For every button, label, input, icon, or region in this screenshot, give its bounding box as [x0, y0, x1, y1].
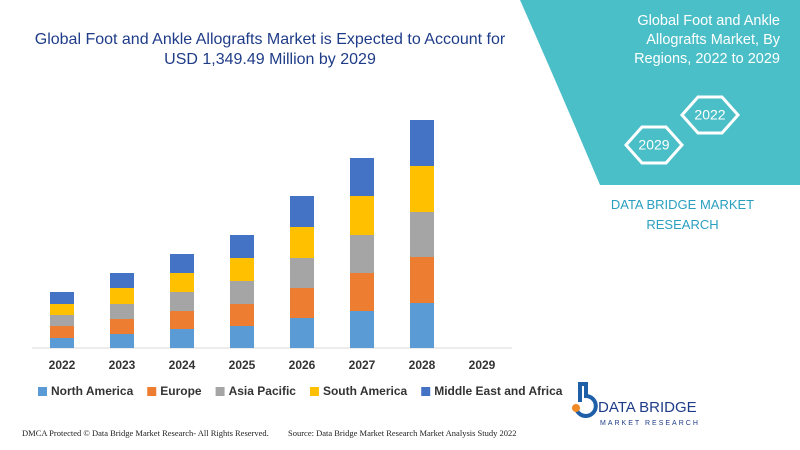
x-tick-label: 2025 — [229, 358, 256, 372]
x-tick-label: 2023 — [109, 358, 136, 372]
x-tick-label: 2026 — [289, 358, 316, 372]
footer-left: DMCA Protected © Data Bridge Market Rese… — [22, 428, 269, 438]
legend-label: North America — [51, 384, 134, 398]
bar-segment — [110, 304, 134, 319]
bar-segment — [50, 326, 74, 338]
logo-dot — [572, 404, 580, 412]
bar-segment — [170, 273, 194, 292]
legend-label: Middle East and Africa — [434, 384, 563, 398]
bar-segment — [350, 158, 374, 196]
panel-title: Global Foot and Ankle Allografts Market,… — [634, 13, 780, 67]
legend-swatch — [215, 387, 225, 396]
bar-segment — [290, 318, 314, 348]
legend-swatch — [147, 387, 157, 396]
bar-segment — [50, 338, 74, 348]
bar-segment — [350, 311, 374, 348]
bar-segment — [50, 315, 74, 326]
bar-segment — [410, 257, 434, 303]
bar-segment — [290, 227, 314, 258]
bar-segment — [110, 334, 134, 348]
bar-segment — [290, 196, 314, 227]
bar-segment — [230, 235, 254, 258]
bar-segment — [290, 258, 314, 288]
x-tick-label: 2027 — [349, 358, 376, 372]
bar-segment — [290, 288, 314, 318]
bar-segment — [50, 304, 74, 315]
logo-name: DATA BRIDGE — [598, 399, 697, 416]
bar-segment — [170, 292, 194, 311]
bar-segment — [230, 258, 254, 281]
legend-label: Asia Pacific — [229, 384, 297, 398]
bar-segment — [50, 292, 74, 304]
legend-swatch — [309, 387, 319, 396]
bar-segment — [350, 273, 374, 311]
hex-label: 2022 — [694, 107, 725, 123]
x-tick-label: 2024 — [169, 358, 196, 372]
bar-segment — [170, 329, 194, 348]
legend-swatch — [38, 387, 47, 396]
brand: DATA BRIDGE MARKET RESEARCH — [610, 197, 755, 232]
logo-tagline: MARKET RESEARCH — [600, 420, 700, 427]
legend-label: South America — [323, 384, 408, 398]
chart-title: Global Foot and Ankle Allografts Market … — [34, 31, 506, 68]
legend-swatch — [421, 387, 431, 396]
x-tick-label: 2029 — [469, 358, 496, 372]
x-tick-label: 2028 — [409, 358, 436, 372]
bar-segment — [230, 326, 254, 348]
panel-background — [520, 0, 800, 185]
hexagon — [623, 125, 685, 165]
bar-segment — [170, 311, 194, 329]
hexagon — [679, 95, 741, 135]
bar-segment — [350, 235, 374, 273]
bar-segment — [170, 254, 194, 273]
bar-segment — [230, 304, 254, 326]
bar-segment — [110, 319, 134, 334]
legend-label: Europe — [160, 384, 202, 398]
bar-segment — [410, 166, 434, 212]
footer-right: Source: Data Bridge Market Research Mark… — [288, 428, 517, 438]
bar-segment — [410, 120, 434, 166]
bar-segment — [350, 196, 374, 235]
bar-segment — [230, 281, 254, 304]
bar-segment — [110, 288, 134, 304]
logo-icon — [574, 382, 598, 418]
hex-label: 2029 — [638, 137, 669, 153]
bar-segment — [410, 303, 434, 348]
bar-segment — [410, 212, 434, 257]
bar-segment — [110, 273, 134, 288]
x-tick-label: 2022 — [49, 358, 76, 372]
